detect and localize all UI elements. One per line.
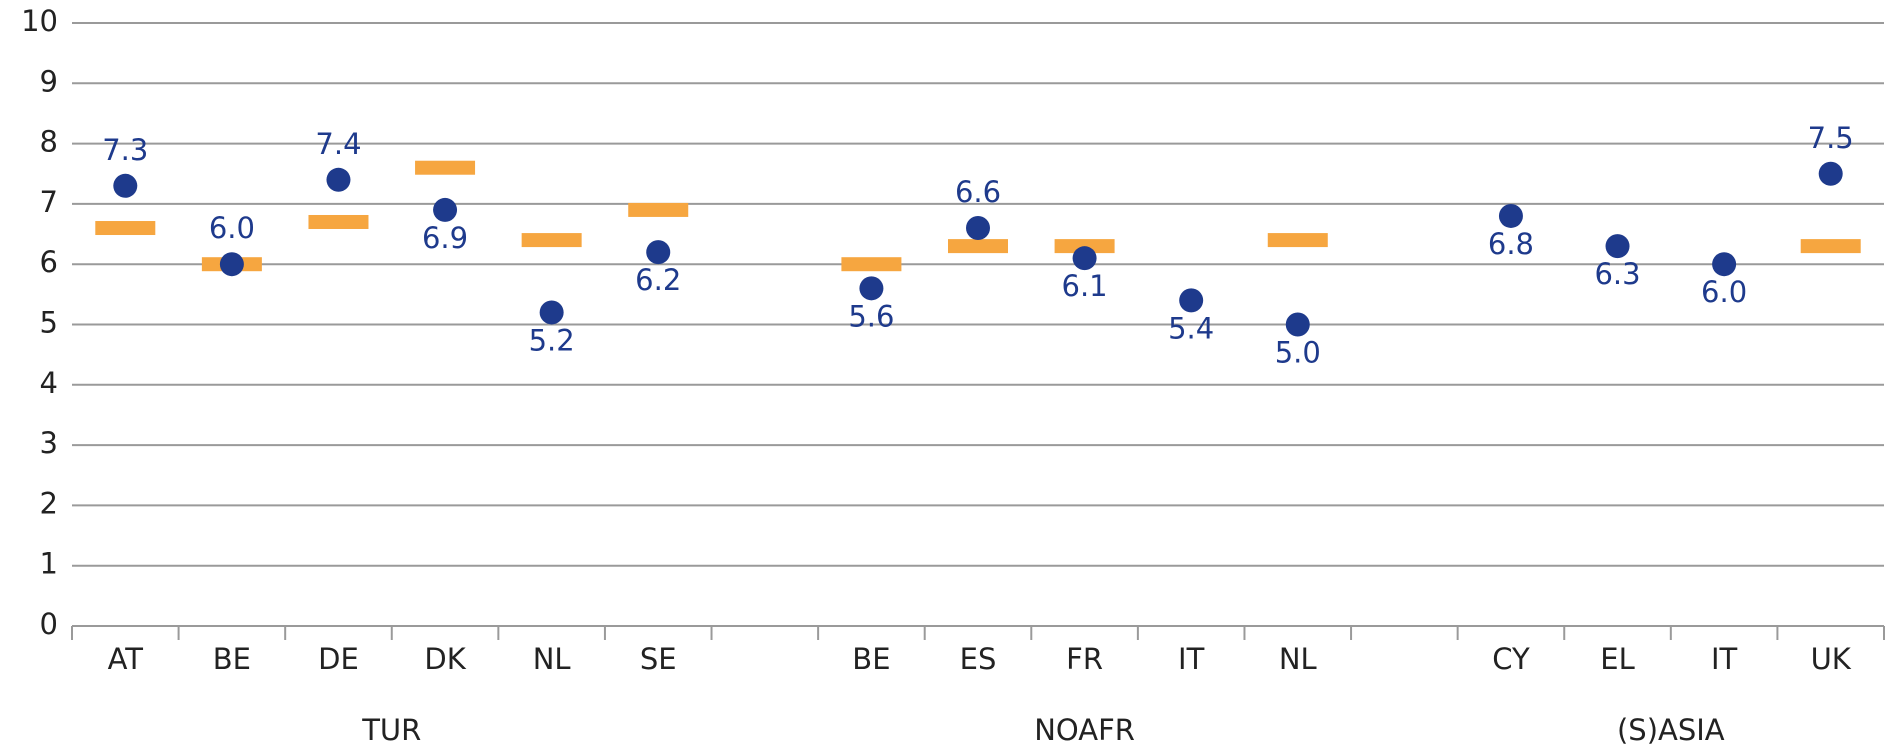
y-tick-label: 9	[40, 64, 58, 98]
dot	[113, 173, 138, 198]
x-tick-label: DK	[424, 642, 466, 676]
x-tick-label: IT	[1178, 642, 1205, 676]
x-tick-label: NL	[533, 642, 571, 676]
dot	[1818, 161, 1843, 186]
x-tick-label: EL	[1600, 642, 1634, 676]
x-tick-label: DE	[318, 642, 359, 676]
target-dash	[521, 233, 582, 248]
dot	[1498, 203, 1523, 228]
value-label: 6.0	[209, 211, 255, 245]
target-dash	[95, 221, 156, 236]
value-label: 6.6	[955, 175, 1001, 209]
value-label: 6.8	[1488, 227, 1534, 261]
value-label: 5.4	[1168, 311, 1214, 345]
group-label: TUR	[361, 713, 421, 747]
target-dash	[308, 214, 369, 229]
x-tick-label: UK	[1811, 642, 1852, 676]
target-dash	[1800, 239, 1861, 254]
group-label: (S)ASIA	[1617, 713, 1725, 747]
x-tick-label: CY	[1492, 642, 1530, 676]
y-tick-label: 1	[40, 547, 58, 581]
y-tick-label: 5	[40, 306, 58, 340]
y-tick-label: 8	[40, 125, 58, 159]
value-label: 6.9	[422, 221, 468, 255]
dot	[966, 216, 990, 241]
dot	[1712, 252, 1737, 277]
y-tick-label: 3	[40, 426, 58, 460]
value-label: 5.0	[1275, 336, 1321, 370]
dot	[326, 167, 351, 192]
dot	[219, 252, 244, 277]
x-tick-label: FR	[1066, 642, 1103, 676]
target-dash	[1267, 233, 1328, 248]
x-tick-label: IT	[1711, 642, 1738, 676]
y-tick-label: 2	[40, 486, 58, 520]
x-tick-label: NL	[1279, 642, 1317, 676]
value-label: 5.6	[848, 299, 894, 333]
target-dash	[948, 239, 1008, 254]
target-dash	[841, 257, 902, 272]
x-tick-label: ES	[960, 642, 997, 676]
value-label: 6.0	[1701, 275, 1747, 309]
dot	[646, 240, 671, 265]
x-tick-label: BE	[213, 642, 251, 676]
y-tick-label: 6	[40, 245, 58, 279]
value-label: 7.4	[315, 127, 361, 161]
dot	[1605, 234, 1630, 259]
target-dash	[1054, 239, 1115, 254]
dot	[1179, 288, 1204, 313]
value-label: 6.3	[1594, 257, 1640, 291]
dot	[859, 276, 884, 301]
x-tick-label: SE	[640, 642, 677, 676]
y-tick-label: 4	[40, 366, 58, 400]
y-tick-label: 0	[40, 607, 58, 641]
dot	[1072, 246, 1097, 271]
value-label: 6.1	[1062, 269, 1108, 303]
dot	[433, 197, 458, 222]
x-tick-label: BE	[852, 642, 890, 676]
y-tick-label: 7	[40, 185, 58, 219]
x-tick-label: AT	[108, 642, 144, 676]
dot	[1285, 312, 1310, 337]
value-label: 7.3	[102, 133, 148, 167]
target-dash	[628, 202, 689, 217]
value-label: 6.2	[635, 263, 681, 297]
group-label: NOAFR	[1034, 713, 1135, 747]
y-tick-label: 10	[21, 4, 58, 38]
value-label: 7.5	[1808, 121, 1854, 155]
dot	[539, 300, 564, 325]
value-label: 5.2	[529, 323, 575, 357]
target-dash	[415, 160, 476, 175]
